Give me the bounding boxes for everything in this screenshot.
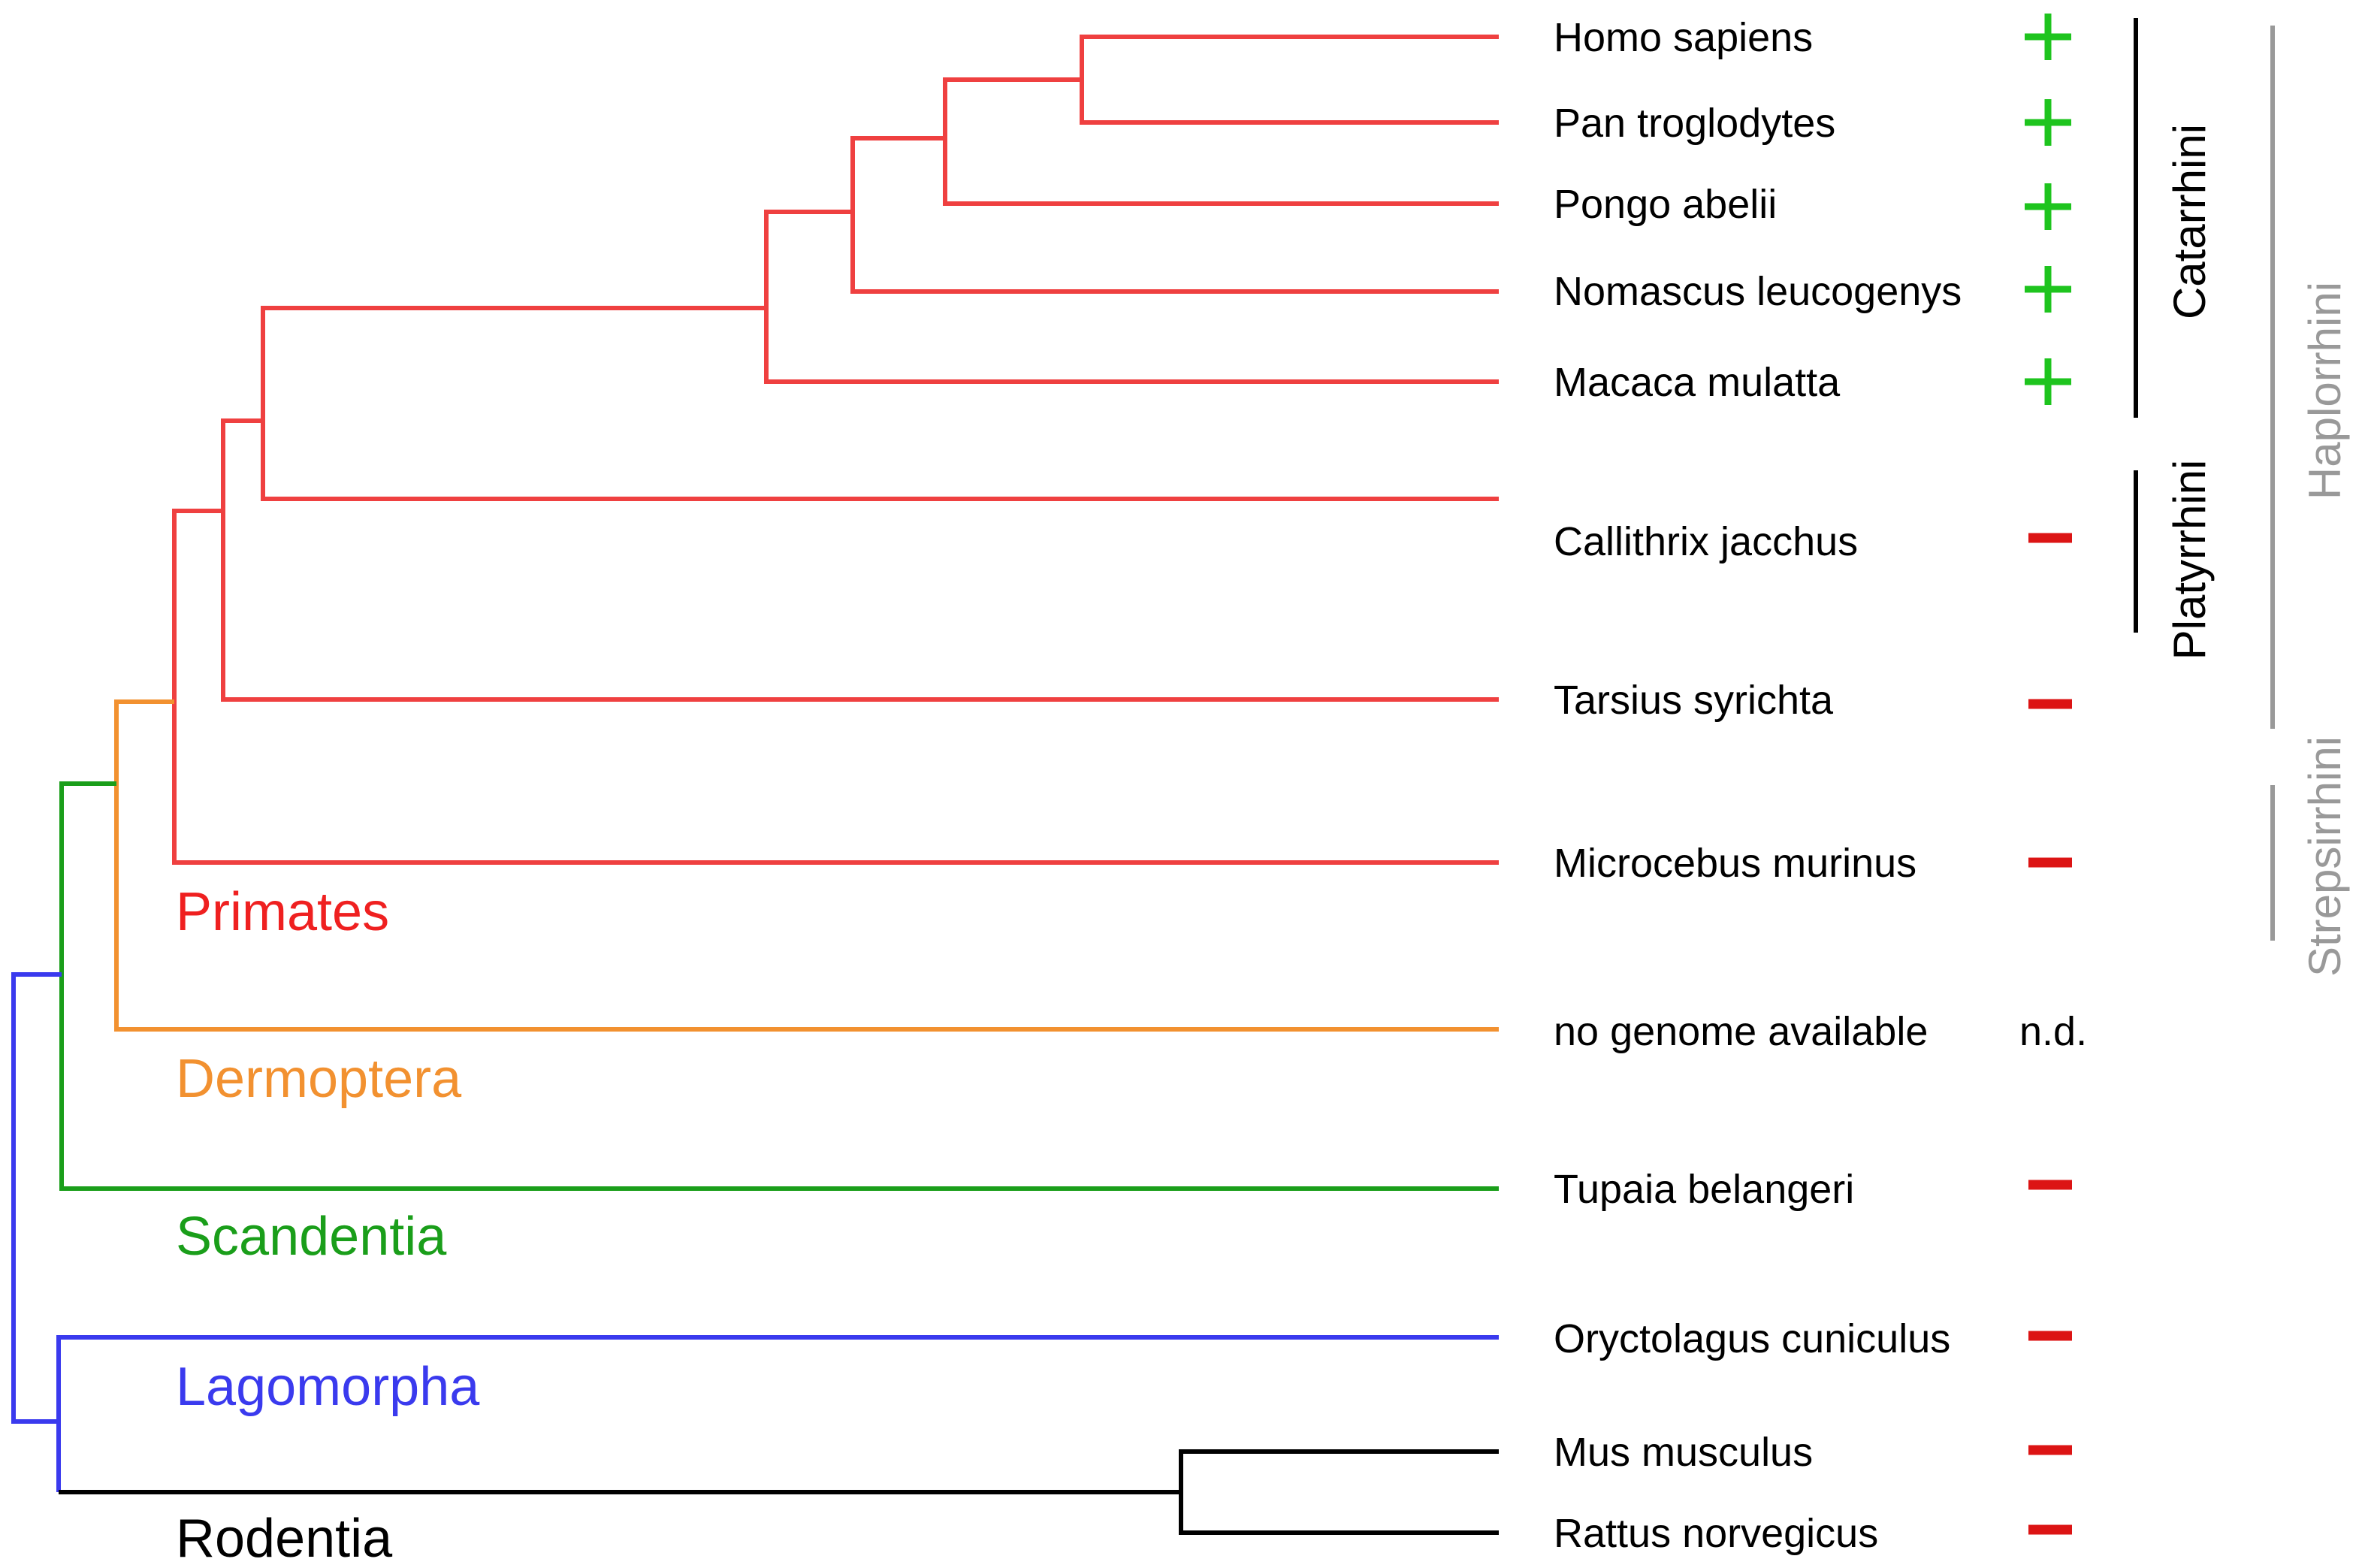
minus-icons xyxy=(2028,533,2072,1535)
primates-branches xyxy=(172,35,1499,865)
order-labels: Primates Dermoptera Scandentia Lagomorph… xyxy=(176,882,480,1568)
order-label-rodentia: Rodentia xyxy=(176,1509,393,1568)
clade-label-haplorrhini: Haplorrhini xyxy=(2300,282,2350,500)
branch-primates-root xyxy=(172,509,1499,865)
branch-lagomorpha xyxy=(11,972,1499,1492)
species-label: Oryctolagus cuniculus xyxy=(1554,1316,1950,1361)
branch-simiiformes xyxy=(261,306,1499,501)
branch-rodentia xyxy=(59,1449,1499,1535)
plus-icon xyxy=(2025,358,2071,405)
branch-haplorrhini xyxy=(221,418,1499,702)
presence-markers: n.d. xyxy=(2019,14,2087,1535)
species-label: Homo sapiens xyxy=(1554,15,1813,60)
species-label: no genome available xyxy=(1554,1009,1928,1054)
species-label: Macaca mulatta xyxy=(1554,360,1841,405)
branch-hominidae xyxy=(943,77,1499,206)
species-label: Mus musculus xyxy=(1554,1430,1813,1475)
species-label: Nomascus leucogenys xyxy=(1554,269,1962,314)
species-label: Pan troglodytes xyxy=(1554,101,1835,146)
order-label-dermoptera: Dermoptera xyxy=(176,1049,462,1109)
branch-hominoidea xyxy=(850,136,1499,294)
order-label-lagomorpha: Lagomorpha xyxy=(176,1357,480,1417)
branch-scandentia xyxy=(59,781,1499,1191)
branch-homo-pan xyxy=(1080,35,1499,125)
plus-icon xyxy=(2025,99,2071,146)
species-label: Tarsius syrichta xyxy=(1554,678,1834,723)
clade-bars xyxy=(2134,18,2275,941)
plus-icon xyxy=(2025,266,2071,313)
branch-catarrhini xyxy=(764,210,1499,384)
nd-label: n.d. xyxy=(2019,1009,2087,1054)
clade-label-catarrhini: Catarrhini xyxy=(2164,124,2215,319)
clade-label-platyrrhini: Platyrrhini xyxy=(2164,460,2215,660)
clade-labels: Catarrhini Platyrrhini Haplorrhini Strep… xyxy=(2164,124,2350,977)
species-label: Microcebus murinus xyxy=(1554,841,1916,886)
order-label-primates: Primates xyxy=(176,882,389,942)
plus-icon xyxy=(2025,183,2071,230)
species-label: Pongo abelii xyxy=(1554,182,1777,227)
order-label-scandentia: Scandentia xyxy=(176,1207,447,1267)
clade-label-strepsirrhini: Strepsirrhini xyxy=(2300,736,2350,977)
branch-dermoptera xyxy=(114,699,1499,1032)
species-label: Tupaia belangeri xyxy=(1554,1167,1854,1212)
species-labels: Homo sapiens Pan troglodytes Pongo abeli… xyxy=(1554,15,1962,1556)
species-label: Rattus norvegicus xyxy=(1554,1511,1878,1556)
plus-icon xyxy=(2025,14,2071,60)
species-label: Callithrix jacchus xyxy=(1554,519,1858,564)
